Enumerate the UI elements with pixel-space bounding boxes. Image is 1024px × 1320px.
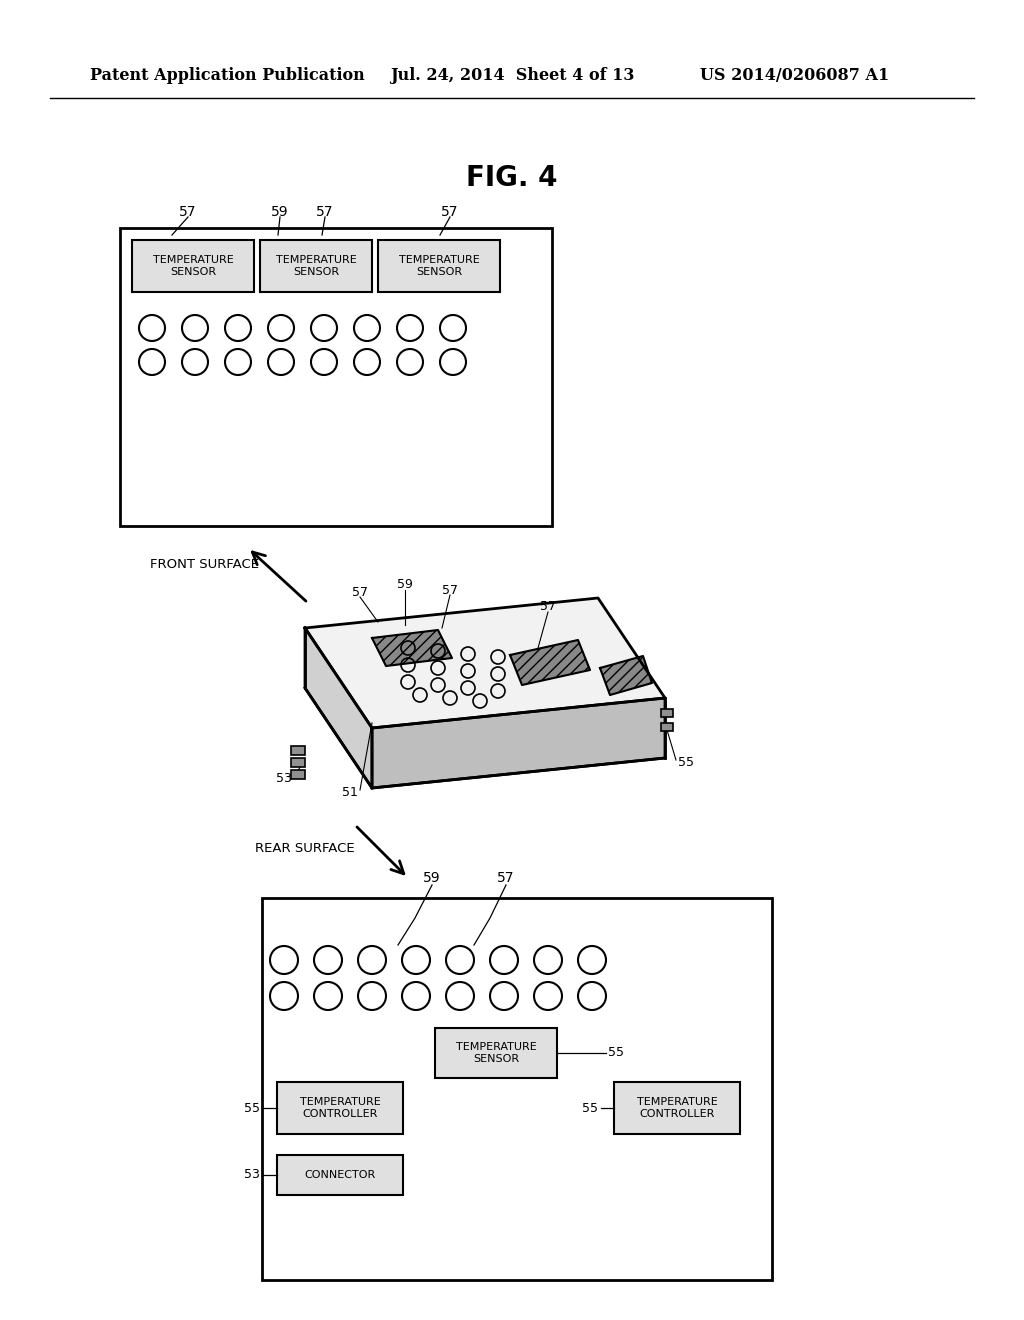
Text: 57: 57 [316, 205, 334, 219]
Bar [614, 1082, 740, 1134]
Text: 59: 59 [271, 205, 289, 219]
Text: 55: 55 [678, 755, 694, 768]
Text: REAR SURFACE: REAR SURFACE [255, 842, 354, 854]
Text: 51: 51 [342, 787, 358, 800]
Text: FIG. 4: FIG. 4 [466, 164, 558, 191]
Bar [278, 1082, 403, 1134]
Text: FRONT SURFACE: FRONT SURFACE [151, 558, 259, 572]
Polygon shape [372, 698, 665, 788]
Bar [132, 240, 254, 292]
Polygon shape [372, 630, 452, 667]
Bar [662, 709, 673, 717]
Text: 55: 55 [244, 1101, 260, 1114]
Bar [260, 240, 372, 292]
Text: 57: 57 [441, 205, 459, 219]
Bar [378, 240, 500, 292]
Bar [278, 1155, 403, 1195]
Polygon shape [600, 656, 652, 696]
Text: 57: 57 [540, 601, 556, 614]
Bar [291, 746, 305, 755]
Bar [120, 228, 552, 525]
Bar [262, 898, 772, 1280]
Polygon shape [510, 640, 590, 685]
Polygon shape [305, 598, 665, 729]
Bar [291, 758, 305, 767]
Text: 53: 53 [244, 1168, 260, 1181]
Text: 55: 55 [608, 1047, 624, 1060]
Text: TEMPERATURE
SENSOR: TEMPERATURE SENSOR [275, 255, 356, 277]
Text: TEMPERATURE
CONTROLLER: TEMPERATURE CONTROLLER [300, 1097, 380, 1119]
Text: TEMPERATURE
SENSOR: TEMPERATURE SENSOR [153, 255, 233, 277]
Text: 57: 57 [498, 871, 515, 884]
Text: 57: 57 [442, 583, 458, 597]
Text: 55: 55 [582, 1101, 598, 1114]
Text: 57: 57 [179, 205, 197, 219]
Bar [662, 723, 673, 731]
Text: 59: 59 [423, 871, 440, 884]
Bar [435, 1028, 557, 1078]
Polygon shape [305, 628, 372, 788]
Text: CONNECTOR: CONNECTOR [304, 1170, 376, 1180]
Text: TEMPERATURE
SENSOR: TEMPERATURE SENSOR [398, 255, 479, 277]
Text: 59: 59 [397, 578, 413, 591]
Text: TEMPERATURE
CONTROLLER: TEMPERATURE CONTROLLER [637, 1097, 718, 1119]
Text: 57: 57 [352, 586, 368, 598]
Text: US 2014/0206087 A1: US 2014/0206087 A1 [700, 66, 889, 83]
Text: TEMPERATURE
SENSOR: TEMPERATURE SENSOR [456, 1043, 537, 1064]
Bar [291, 770, 305, 779]
Text: Jul. 24, 2014  Sheet 4 of 13: Jul. 24, 2014 Sheet 4 of 13 [390, 66, 635, 83]
Text: 53: 53 [276, 771, 292, 784]
Text: Patent Application Publication: Patent Application Publication [90, 66, 365, 83]
